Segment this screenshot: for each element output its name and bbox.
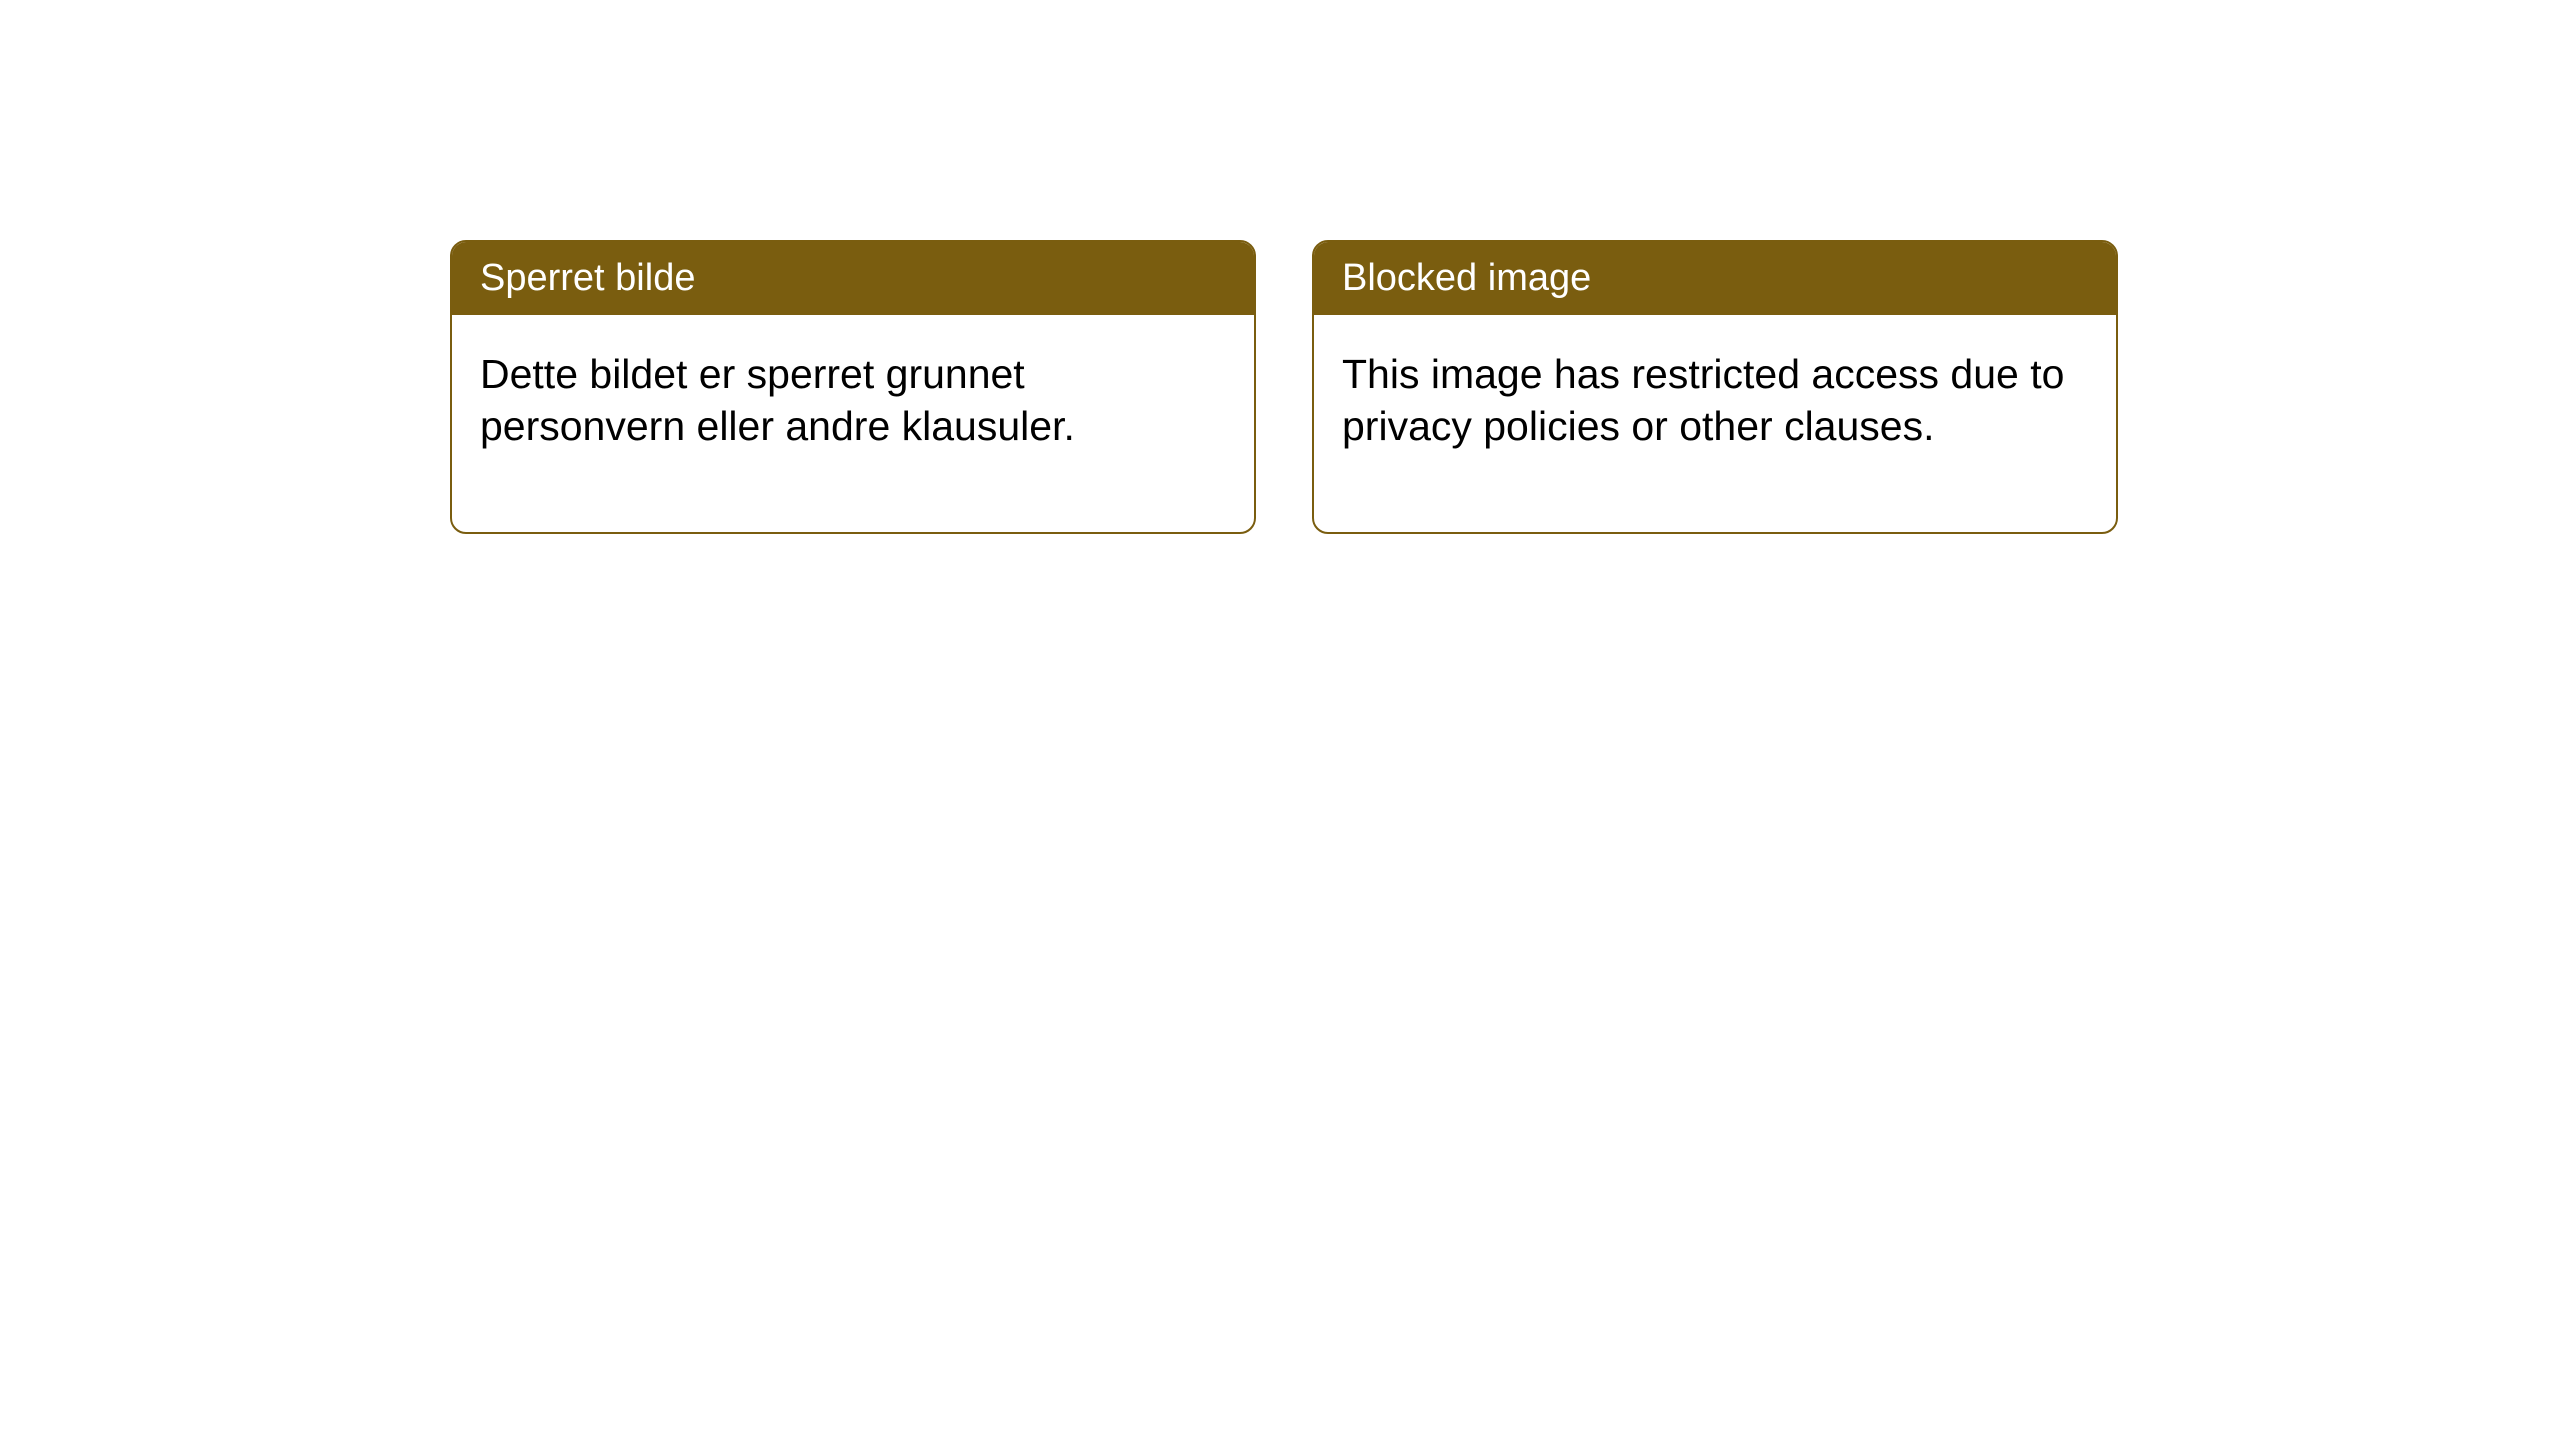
notice-body-en: This image has restricted access due to … <box>1314 315 2116 532</box>
notice-container: Sperret bilde Dette bildet er sperret gr… <box>450 240 2118 534</box>
notice-body-no: Dette bildet er sperret grunnet personve… <box>452 315 1254 532</box>
notice-card-en: Blocked image This image has restricted … <box>1312 240 2118 534</box>
notice-card-no: Sperret bilde Dette bildet er sperret gr… <box>450 240 1256 534</box>
notice-title-en: Blocked image <box>1314 242 2116 315</box>
notice-title-no: Sperret bilde <box>452 242 1254 315</box>
